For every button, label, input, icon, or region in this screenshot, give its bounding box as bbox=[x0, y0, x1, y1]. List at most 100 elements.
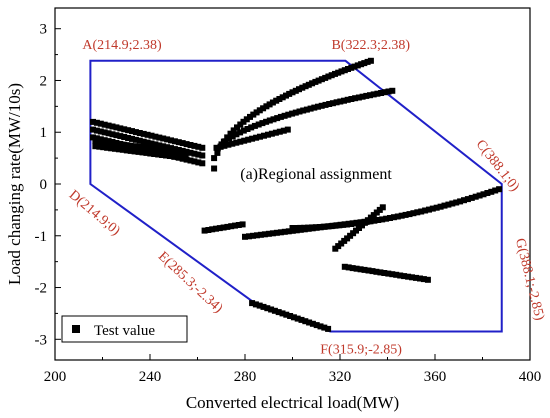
data-point bbox=[418, 208, 425, 215]
data-point bbox=[294, 315, 301, 322]
data-point bbox=[422, 207, 429, 214]
data-point bbox=[387, 215, 393, 221]
data-point bbox=[361, 60, 368, 67]
data-point bbox=[313, 322, 320, 329]
data-point bbox=[105, 122, 112, 129]
data-point bbox=[445, 201, 452, 208]
data-point bbox=[321, 324, 328, 331]
data-point bbox=[93, 119, 100, 126]
data-point bbox=[119, 146, 126, 153]
data-point bbox=[394, 213, 401, 220]
data-point bbox=[214, 145, 221, 152]
data-point bbox=[136, 137, 143, 144]
data-point bbox=[341, 263, 348, 270]
data-point bbox=[375, 217, 382, 223]
data-point bbox=[117, 133, 124, 140]
data-point bbox=[171, 138, 178, 145]
data-point bbox=[101, 121, 108, 128]
data-point bbox=[300, 107, 307, 114]
data-point bbox=[492, 187, 499, 194]
data-point bbox=[352, 95, 359, 102]
data-point bbox=[247, 113, 253, 120]
data-point bbox=[240, 127, 247, 134]
data-point bbox=[147, 145, 154, 152]
data-point bbox=[385, 270, 392, 277]
data-point bbox=[174, 148, 181, 155]
data-point bbox=[97, 120, 104, 127]
data-point bbox=[283, 92, 289, 99]
data-point bbox=[131, 143, 138, 150]
data-point bbox=[397, 272, 404, 279]
data-point bbox=[283, 311, 290, 318]
data-point bbox=[136, 130, 143, 136]
data-point bbox=[406, 211, 413, 218]
data-point bbox=[164, 136, 171, 143]
data-point bbox=[312, 224, 319, 231]
data-point bbox=[305, 81, 312, 88]
data-point bbox=[152, 141, 159, 148]
data-point bbox=[224, 223, 231, 230]
data-point bbox=[354, 62, 361, 69]
data-point bbox=[151, 151, 158, 157]
x-tick-label: 400 bbox=[519, 369, 542, 385]
legend-marker-square bbox=[72, 325, 80, 333]
data-point bbox=[364, 58, 371, 65]
data-point bbox=[461, 197, 467, 204]
data-point bbox=[100, 144, 107, 151]
data-point bbox=[216, 225, 223, 232]
data-point bbox=[389, 87, 396, 94]
data-point bbox=[147, 150, 154, 157]
data-point bbox=[113, 132, 120, 139]
vertex-label-d: D(214.9;0) bbox=[66, 188, 123, 239]
data-point bbox=[261, 231, 268, 238]
data-point bbox=[148, 140, 155, 147]
data-point bbox=[222, 138, 229, 145]
data-point bbox=[233, 139, 240, 146]
data-point bbox=[367, 57, 374, 64]
vertex-label-b: B(322.3;2.38) bbox=[331, 38, 410, 53]
data-point bbox=[417, 275, 423, 282]
data-point bbox=[371, 217, 378, 224]
data-point bbox=[484, 190, 491, 196]
data-point bbox=[135, 143, 142, 150]
data-point bbox=[129, 135, 135, 142]
data-point bbox=[341, 67, 348, 74]
data-point bbox=[209, 226, 216, 233]
data-point bbox=[257, 231, 264, 238]
data-point bbox=[284, 126, 291, 133]
data-point bbox=[287, 313, 294, 319]
data-point bbox=[275, 309, 282, 316]
data-point bbox=[144, 139, 151, 146]
data-point bbox=[199, 144, 206, 151]
data-point bbox=[315, 77, 322, 84]
data-point bbox=[496, 186, 503, 193]
data-point bbox=[132, 129, 139, 136]
data-point bbox=[246, 233, 252, 240]
data-point bbox=[233, 131, 240, 138]
data-point bbox=[261, 132, 267, 139]
data-point bbox=[220, 224, 227, 231]
data-point bbox=[90, 126, 96, 133]
data-point bbox=[155, 151, 162, 158]
data-point bbox=[152, 133, 159, 140]
data-point bbox=[324, 223, 331, 230]
data-point bbox=[307, 105, 314, 112]
data-point bbox=[370, 91, 377, 98]
legend: Test value bbox=[61, 315, 188, 343]
data-point bbox=[413, 274, 419, 281]
data-point bbox=[348, 64, 355, 71]
data-point bbox=[383, 215, 390, 222]
data-point bbox=[129, 128, 135, 135]
data-point bbox=[159, 146, 166, 153]
data-point bbox=[289, 89, 296, 96]
data-point bbox=[361, 266, 368, 273]
data-point bbox=[257, 133, 263, 140]
data-point bbox=[244, 126, 251, 132]
data-point bbox=[312, 78, 319, 85]
data-point bbox=[393, 271, 400, 278]
data-point bbox=[199, 160, 206, 167]
data-point bbox=[156, 142, 163, 149]
data-point bbox=[182, 155, 189, 162]
data-point bbox=[309, 224, 315, 231]
